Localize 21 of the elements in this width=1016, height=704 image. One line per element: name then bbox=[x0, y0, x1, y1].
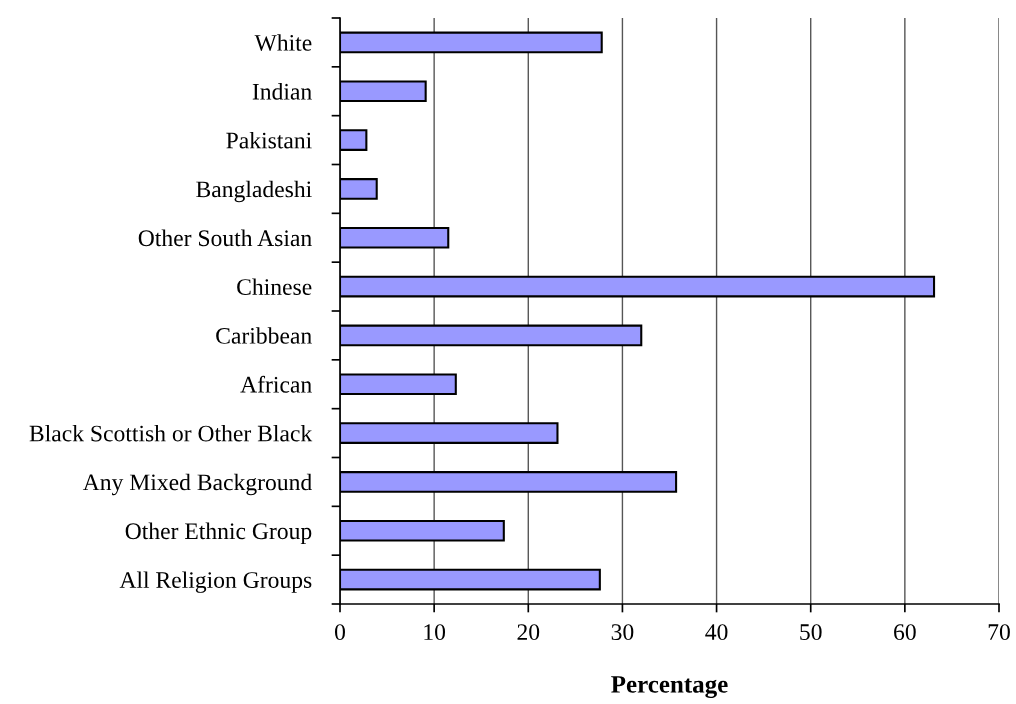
x-tick-label: 70 bbox=[988, 624, 1010, 641]
y-tick-label: Caribbean bbox=[216, 327, 312, 344]
y-tick-label: Bangladeshi bbox=[196, 180, 312, 203]
x-tick-label: 10 bbox=[424, 624, 446, 641]
y-tick-label: Pakistani bbox=[226, 131, 312, 149]
x-tick-label: 30 bbox=[611, 624, 634, 641]
y-tick-label: White bbox=[254, 34, 312, 51]
x-tick-label: 0 bbox=[335, 624, 345, 641]
y-tick-label: All Religion Groups bbox=[119, 571, 312, 593]
y-tick-label: Chinese bbox=[237, 278, 312, 296]
y-tick-label: Indian bbox=[252, 83, 312, 100]
x-tick-label: 20 bbox=[517, 624, 540, 641]
x-tick-label: 50 bbox=[800, 624, 822, 641]
y-tick-label: Any Mixed Background bbox=[82, 473, 312, 496]
y-tick-label: Other South Asian bbox=[138, 229, 312, 247]
y-tick-label: Other Ethnic Group bbox=[125, 522, 312, 544]
x-axis-title: Percentage bbox=[611, 676, 728, 699]
x-tick-label: 40 bbox=[705, 624, 728, 641]
y-tick-label: African bbox=[240, 375, 312, 393]
x-tick-label: 60 bbox=[894, 624, 916, 641]
y-tick-label: Black Scottish or Other Black bbox=[29, 424, 313, 442]
